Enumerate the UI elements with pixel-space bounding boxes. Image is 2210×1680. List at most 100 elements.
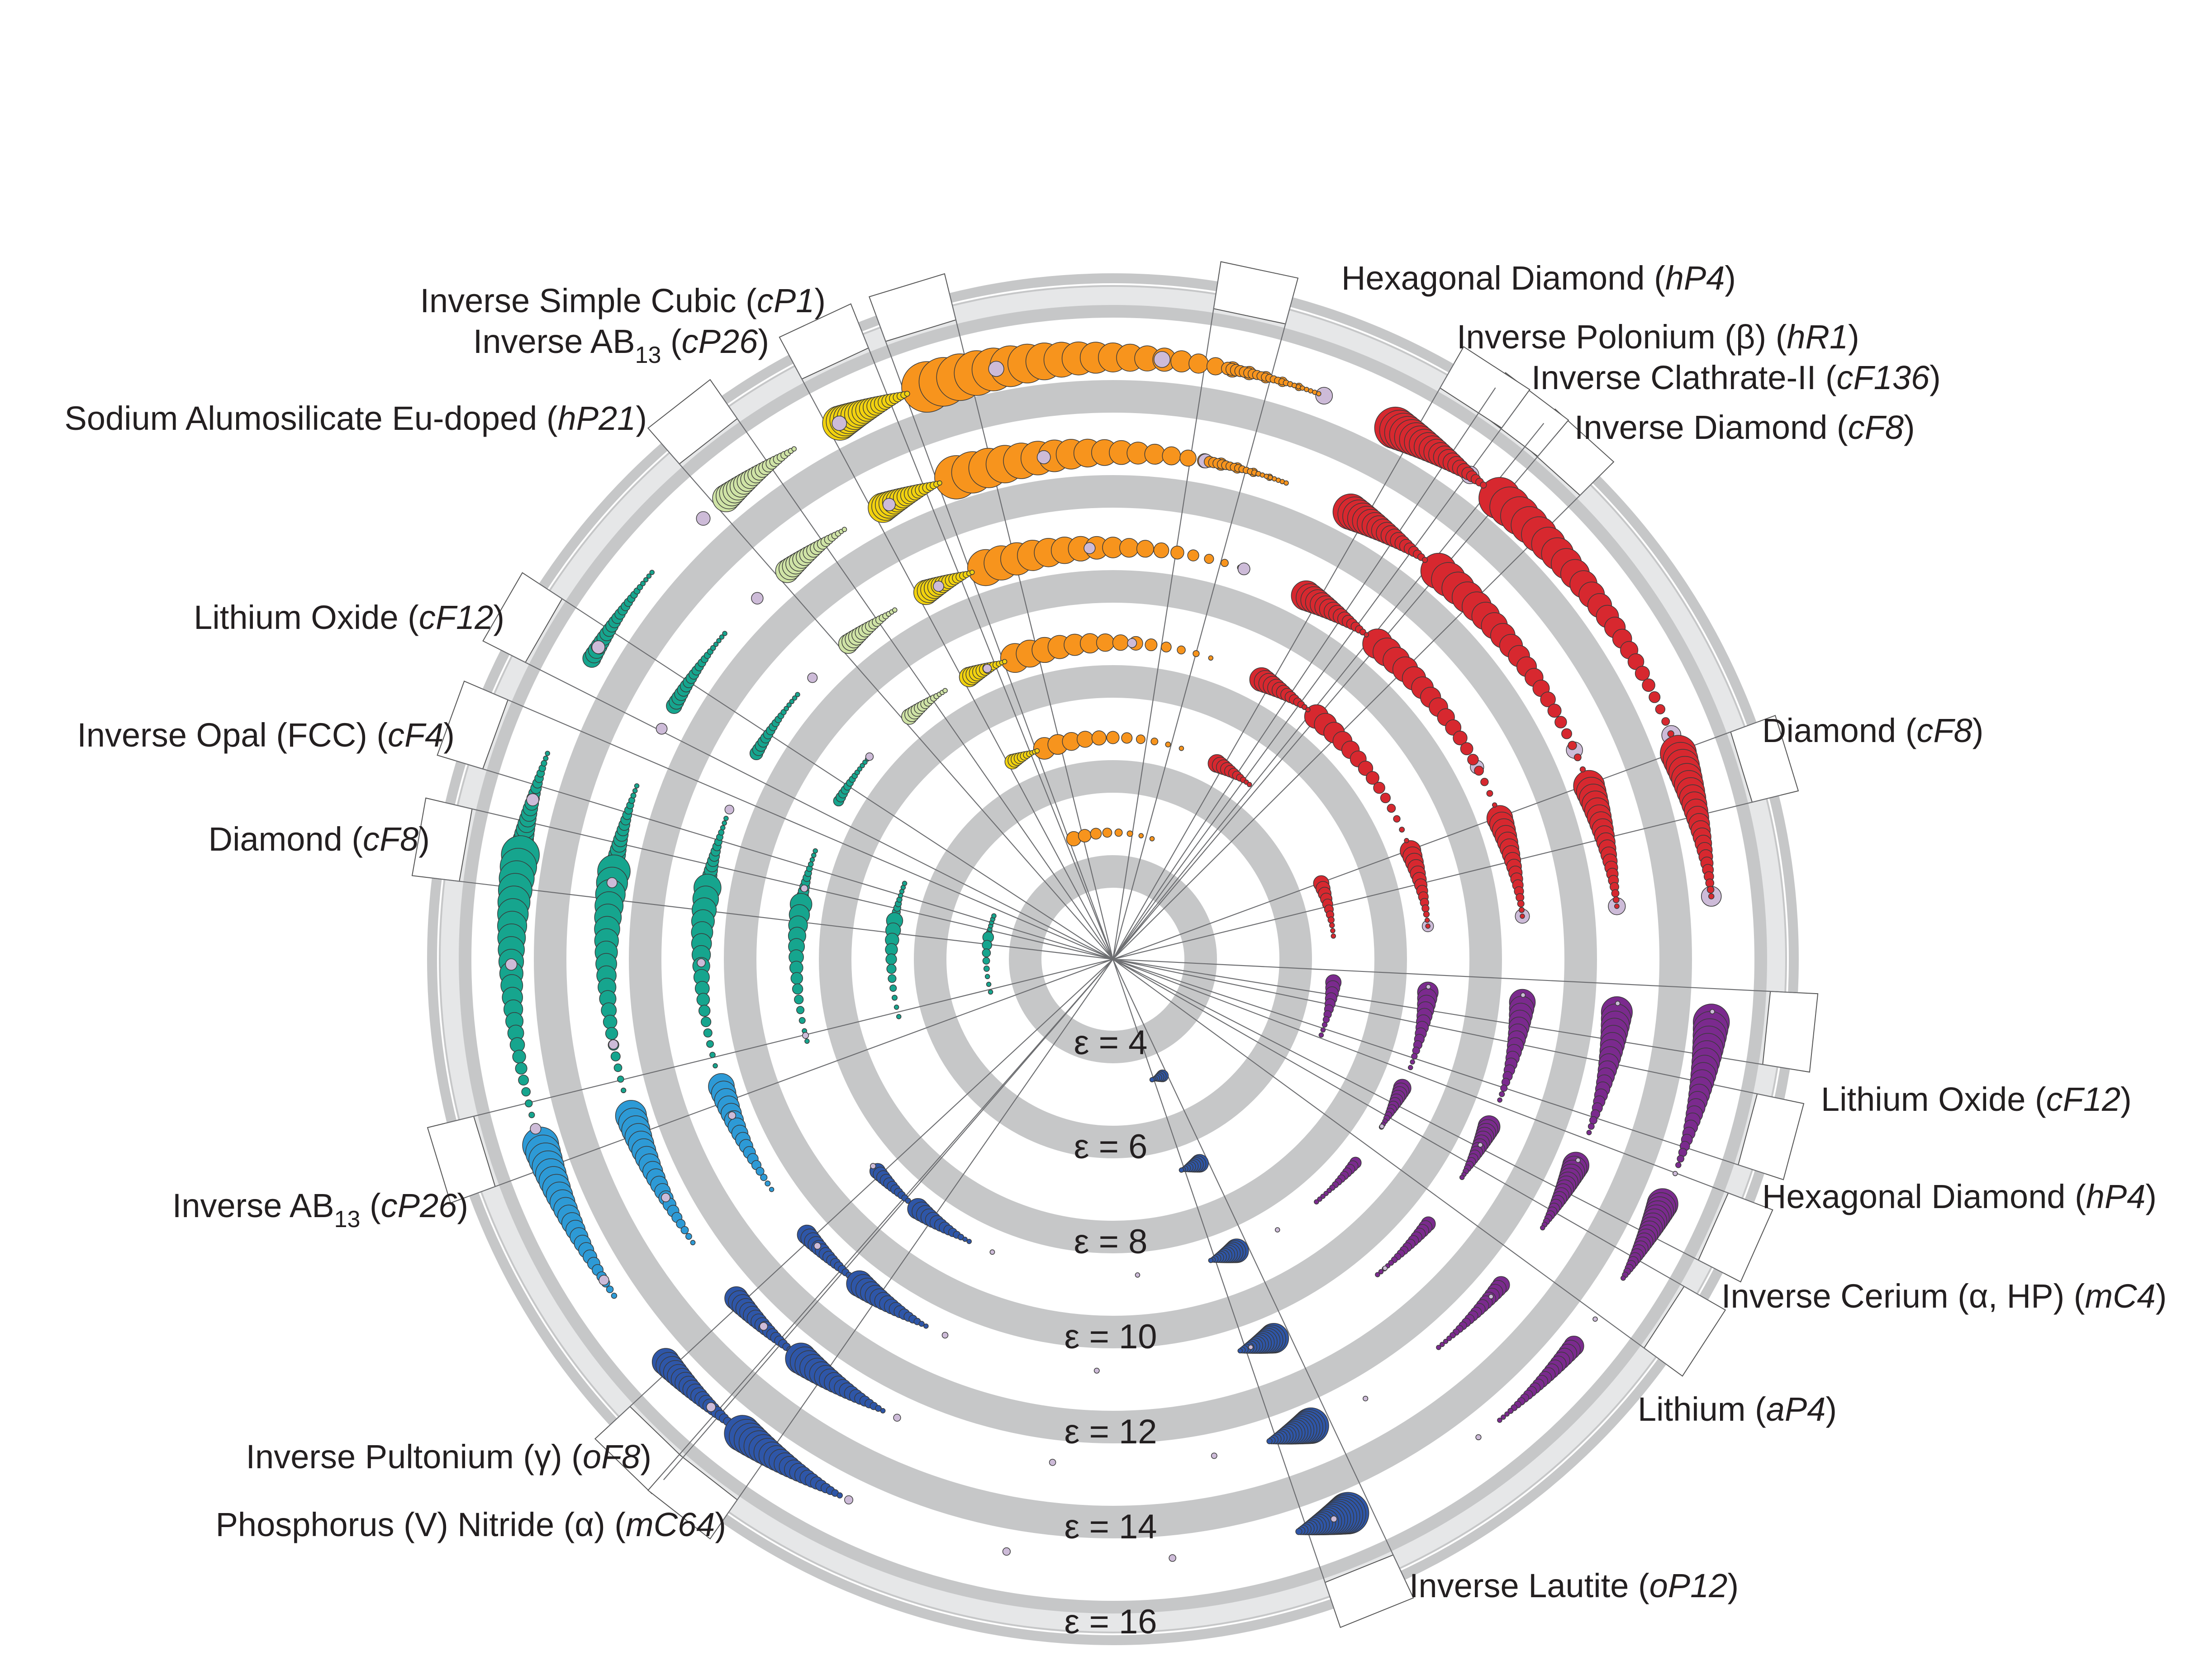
bubble: [716, 638, 722, 643]
bubble: [1161, 642, 1172, 652]
bubble: [661, 1193, 670, 1203]
bubble: [1149, 836, 1155, 842]
bubble: [759, 1322, 768, 1331]
sector-label: Lithium Oxide (cF12): [194, 599, 504, 636]
sector-label-text: Diamond (: [209, 820, 363, 858]
bubble: [1459, 1175, 1465, 1180]
sector-ray: [608, 959, 1113, 1427]
sector-label-text: ): [1972, 712, 1984, 749]
bubble: [1589, 1116, 1597, 1124]
sector-box: [647, 379, 738, 465]
bubble: [792, 695, 798, 701]
bubble: [526, 793, 539, 806]
bubble: [1002, 659, 1008, 664]
ring-band: [914, 760, 1312, 1158]
bubble: [1421, 904, 1430, 913]
sector-label-text: Inverse Opal (FCC) (: [77, 716, 388, 754]
sector-label-pearson: mC64: [626, 1506, 715, 1543]
sector-label-text: Inverse Cerium (α, HP) (: [1721, 1277, 2085, 1315]
bubble: [1518, 907, 1525, 913]
bubble: [512, 1050, 526, 1064]
bubble: [1221, 559, 1229, 567]
sector-ray: [1112, 958, 1787, 1100]
bubble: [1204, 554, 1214, 564]
bubble: [1673, 1171, 1678, 1176]
sector-label-text: Inverse Diamond (: [1574, 409, 1848, 446]
bubble: [933, 581, 944, 592]
bubble: [719, 634, 725, 640]
bubble: [1314, 1199, 1319, 1204]
bubble: [1144, 443, 1165, 465]
epsilon-rings: [427, 273, 1799, 1645]
bubble: [813, 1242, 821, 1250]
bubble: [902, 880, 908, 886]
bubble: [769, 1187, 775, 1192]
bubble: [1499, 1091, 1505, 1097]
bubble: [1112, 634, 1129, 651]
sector-box: [1697, 1192, 1773, 1283]
bubble: [621, 1087, 627, 1094]
bubble: [1410, 1059, 1415, 1065]
sector-ray: [1112, 721, 1758, 960]
sector-ray: [1112, 433, 1557, 960]
bubble: [1388, 1260, 1394, 1266]
data-bubbles: [497, 341, 1730, 1562]
sector-ray: [467, 958, 1113, 1197]
sector-label: Inverse Opal (FCC) (cF4): [77, 716, 455, 754]
bubble: [1480, 481, 1487, 489]
bubble: [1208, 655, 1214, 661]
bubble: [606, 877, 618, 888]
bubble: [1177, 645, 1186, 655]
sector-ray: [875, 314, 1114, 960]
bubble: [1520, 914, 1525, 919]
bubble: [1330, 1515, 1337, 1523]
sector-box: [869, 273, 957, 342]
bubble: [1710, 1009, 1715, 1014]
bubble: [723, 816, 729, 821]
bubble: [862, 759, 868, 765]
bubble: [1049, 1459, 1056, 1466]
bubble: [728, 1111, 737, 1120]
bubble: [790, 972, 803, 985]
bubble: [798, 1017, 806, 1024]
sector-label-pearson: cF8: [363, 820, 418, 858]
bubble: [841, 527, 847, 532]
sector-box: [411, 797, 473, 882]
sector-box: [482, 572, 563, 663]
bubble: [880, 1408, 886, 1413]
bubble: [751, 592, 764, 604]
sector-label-pearson: cF12: [419, 599, 494, 636]
sector-ray: [787, 352, 1113, 960]
bubble: [1568, 741, 1577, 750]
sector-ray: [1112, 959, 1407, 1582]
bubble: [1321, 1022, 1328, 1028]
bubble: [888, 974, 897, 983]
bubble: [1460, 742, 1473, 756]
bubble: [1358, 761, 1374, 776]
bubble: [1488, 1294, 1494, 1299]
bubble: [722, 631, 727, 636]
sector-label: Inverse Polonium (β) (hR1): [1457, 318, 1859, 356]
epsilon-label: ε = 4: [1074, 1023, 1148, 1062]
bubble: [1246, 782, 1252, 787]
bubble: [1034, 748, 1040, 754]
bubble: [1193, 650, 1200, 657]
epsilon-label: ε = 12: [1064, 1413, 1157, 1451]
bubble: [1411, 1053, 1418, 1060]
bubble: [1480, 778, 1489, 786]
bubble: [703, 1028, 713, 1038]
sector-ray: [537, 582, 1113, 960]
bubble: [718, 829, 725, 836]
bubble: [986, 981, 992, 987]
sector-label-text: Sodium Alumosilicate Eu-doped (: [64, 400, 557, 437]
bubble: [1036, 450, 1051, 464]
bubble: [756, 1167, 765, 1176]
bubble: [1497, 1418, 1502, 1423]
bubble: [857, 766, 863, 772]
sector-label-subscript: 13: [334, 1206, 361, 1233]
bubble: [796, 1006, 805, 1014]
bubble: [1322, 1016, 1330, 1023]
bubble: [541, 760, 547, 767]
bubble: [1497, 1097, 1502, 1103]
bubble: [836, 1492, 843, 1499]
